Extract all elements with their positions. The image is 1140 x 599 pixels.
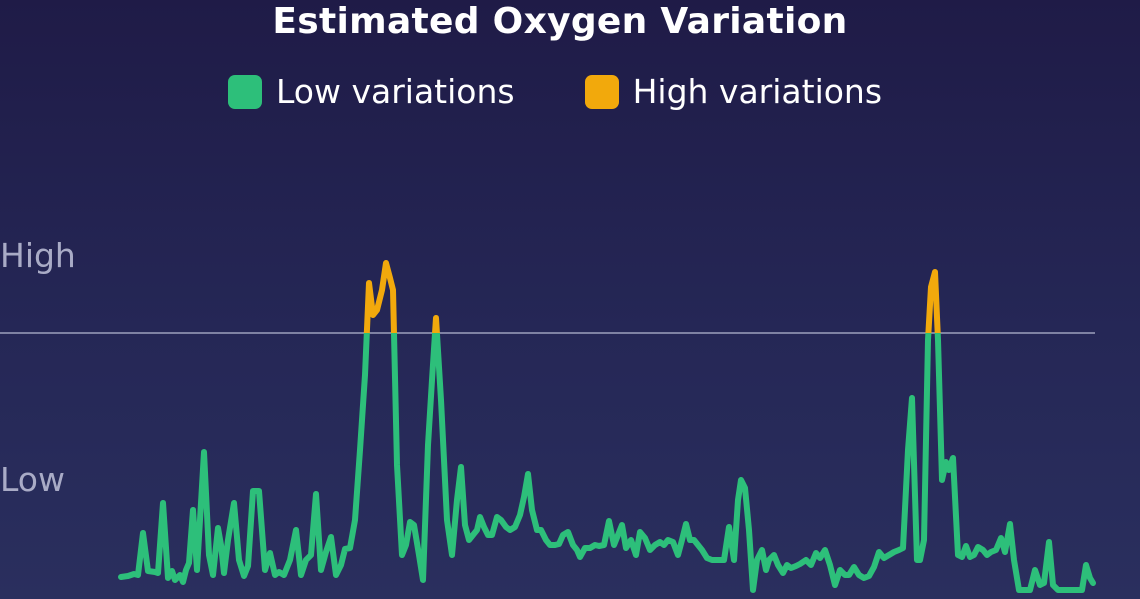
chart-title: Estimated Oxygen Variation [272,1,848,42]
legend: Low variations High variations [228,72,882,112]
legend-item-high: High variations [584,72,883,112]
legend-label-low: Low variations [276,72,515,111]
legend-label-high: High variations [632,72,883,111]
legend-item-low: Low variations [228,72,515,112]
oxygen-line-low-variations [118,333,1096,593]
oxygen-line-high-variations [363,260,941,333]
high-variations-swatch-icon [584,75,619,109]
y-axis-label-low: Low [0,460,65,499]
y-axis-label-high: High [0,236,76,275]
low-variations-swatch-icon [228,75,262,109]
